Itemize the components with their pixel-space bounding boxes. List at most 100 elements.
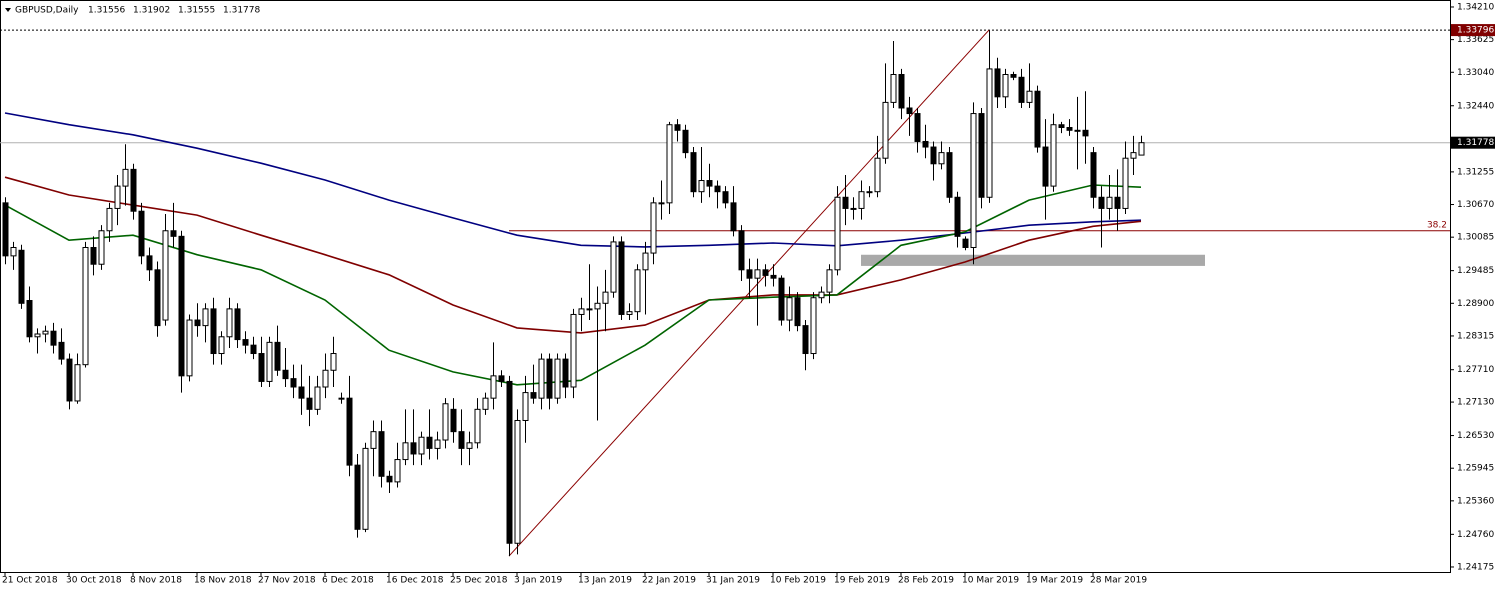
- y-tick-label: 1.30670: [1457, 200, 1494, 210]
- candle-body: [346, 397, 353, 466]
- fib-label: 38.2: [1427, 220, 1447, 230]
- candle-body: [74, 364, 81, 402]
- candle-body: [874, 157, 881, 193]
- x-tick-label: 31 Jan 2019: [706, 576, 760, 586]
- candle-body: [770, 274, 777, 279]
- candle-body: [914, 113, 921, 142]
- candle-body: [922, 140, 929, 148]
- candle-body: [746, 269, 753, 279]
- candle-body: [802, 325, 809, 355]
- candle-body: [522, 392, 529, 421]
- candle-body: [1090, 152, 1097, 198]
- y-tick-label: 1.24175: [1457, 562, 1494, 572]
- candle-body: [194, 319, 201, 327]
- candle-body: [994, 68, 1001, 98]
- candle-body: [842, 196, 849, 209]
- header-ohlc: 1.31778: [223, 6, 260, 16]
- candle-body: [1058, 124, 1065, 129]
- candle-body: [458, 431, 465, 449]
- candle-body: [626, 311, 633, 315]
- candle-body: [594, 302, 601, 310]
- candle-body: [658, 202, 665, 205]
- candle-body: [58, 341, 65, 360]
- candle-body: [906, 107, 913, 115]
- candle-body: [18, 249, 25, 304]
- y-tick-label: 1.28315: [1457, 331, 1494, 341]
- candle-body: [202, 308, 209, 327]
- candle-body: [154, 269, 161, 327]
- candle-body: [1010, 73, 1017, 78]
- candle-body: [930, 146, 937, 165]
- candle-body: [714, 185, 721, 193]
- x-tick-label: 3 Jan 2019: [514, 576, 562, 586]
- x-tick-label: 10 Mar 2019: [962, 576, 1019, 586]
- candle-body: [114, 185, 121, 209]
- candle-body: [474, 408, 481, 444]
- current-price-box: [1451, 136, 1495, 149]
- plot-frame: [0, 0, 1451, 573]
- y-tick-label: 1.30085: [1457, 233, 1494, 243]
- candle-body: [266, 341, 273, 382]
- candle-body: [90, 246, 97, 265]
- candle-body: [986, 68, 993, 198]
- candle-body: [1114, 196, 1121, 209]
- candle-body: [1082, 129, 1089, 137]
- candle-body: [1018, 76, 1025, 103]
- candle-body: [778, 277, 785, 321]
- candle-body: [306, 397, 313, 410]
- candle-body: [330, 353, 337, 371]
- candle-body: [738, 230, 745, 271]
- candle-body: [530, 392, 537, 399]
- high-price-label: 1.33796: [1457, 26, 1494, 36]
- candle-body: [498, 375, 505, 382]
- candle-body: [962, 238, 969, 248]
- candle-body: [146, 255, 153, 271]
- candle-body: [554, 358, 561, 399]
- candle-body: [322, 369, 329, 388]
- high-price-box: [1451, 24, 1495, 37]
- candle-body: [826, 269, 833, 293]
- candle-body: [1034, 90, 1041, 148]
- candle-body: [1002, 73, 1009, 98]
- candle-body: [98, 230, 105, 265]
- candle-body: [938, 152, 945, 165]
- header-ohlc: 1.31556: [88, 6, 125, 16]
- candle-body: [850, 207, 857, 210]
- candle-body: [490, 375, 497, 399]
- candle-body: [378, 431, 385, 477]
- candle-body: [642, 252, 649, 271]
- candle-body: [426, 436, 433, 449]
- y-tick-label: 1.34210: [1457, 2, 1494, 12]
- menu-arrow: [5, 8, 11, 12]
- candle-body: [722, 191, 729, 204]
- candle-body: [834, 196, 841, 271]
- x-tick-label: 27 Nov 2018: [258, 576, 316, 586]
- candle-body: [506, 380, 513, 544]
- candle-body: [1074, 129, 1081, 132]
- candle-body: [290, 378, 297, 388]
- candle-body: [946, 152, 953, 198]
- x-tick-label: 18 Nov 2018: [194, 576, 252, 586]
- candle-body: [466, 442, 473, 449]
- y-tick-label: 1.26530: [1457, 431, 1494, 441]
- x-tick-label: 19 Mar 2019: [1026, 576, 1083, 586]
- candle-body: [450, 408, 457, 433]
- y-tick-label: 1.32440: [1457, 101, 1494, 111]
- candle-body: [386, 475, 393, 483]
- candle-body: [274, 341, 281, 371]
- candle-body: [362, 447, 369, 530]
- candle-body: [610, 241, 617, 293]
- candle-body: [258, 353, 265, 382]
- y-tick-label: 1.28900: [1457, 299, 1494, 309]
- candle-body: [786, 297, 793, 321]
- candle-body: [866, 191, 873, 194]
- x-tick-label: 13 Jan 2019: [578, 576, 632, 586]
- header-ohlc: 1.31902: [133, 6, 170, 16]
- candle-body: [1098, 196, 1105, 209]
- y-tick-label: 1.31255: [1457, 167, 1494, 177]
- candle-body: [586, 308, 593, 311]
- y-tick-label: 1.27130: [1457, 398, 1494, 408]
- candle-body: [1138, 142, 1145, 156]
- x-tick-label: 28 Mar 2019: [1090, 576, 1147, 586]
